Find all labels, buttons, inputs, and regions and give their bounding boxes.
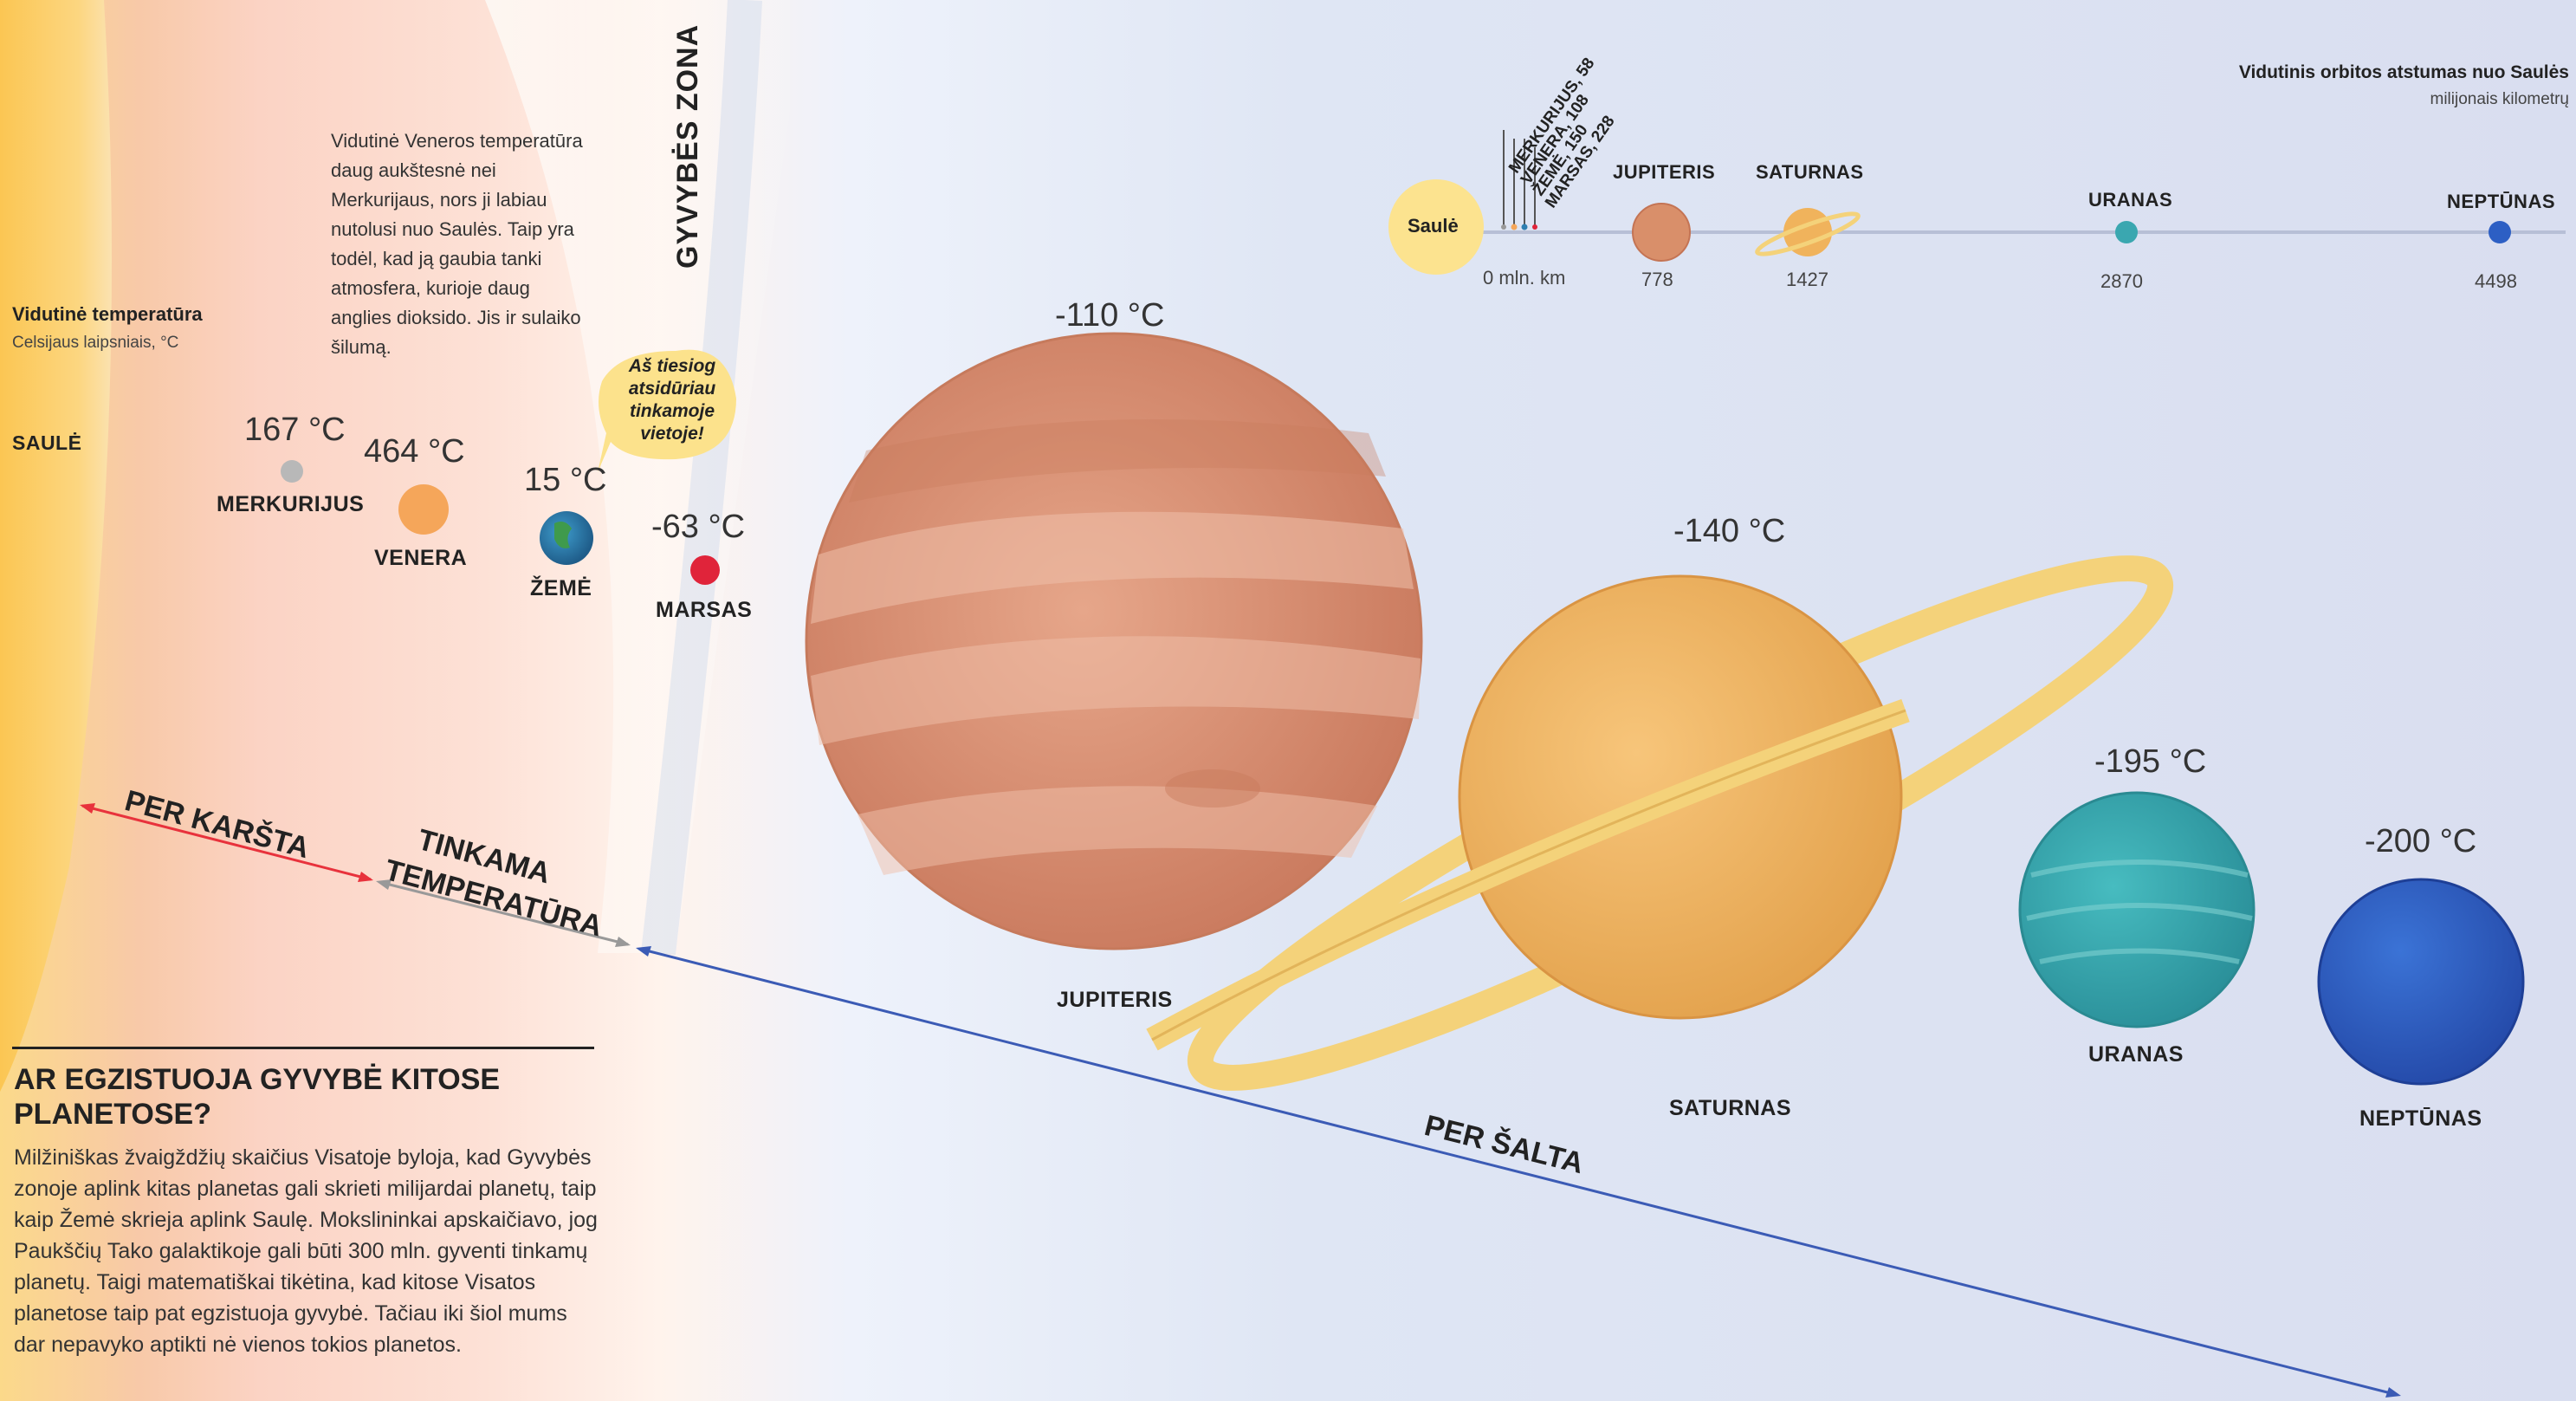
jupiter-temp: -110 °C <box>1055 297 1165 334</box>
earth-label: ŽEMĖ <box>530 576 592 600</box>
orbit-subtitle: milijonais kilometrų <box>2430 90 2570 108</box>
mars-label: MARSAS <box>656 598 753 622</box>
orbit-neptune-distance: 4498 <box>2475 270 2517 292</box>
orbit-origin-label: 0 mln. km <box>1483 267 1566 289</box>
orbit-uranus-distance: 2870 <box>2100 270 2143 292</box>
mercury-temp: 167 °C <box>244 412 346 448</box>
uranus-temp: -195 °C <box>2094 743 2207 780</box>
habitable-zone-label: GYVYBĖS ZONA <box>671 23 704 269</box>
too-hot-arrow <box>80 803 373 882</box>
saturn-temp: -140 °C <box>1673 513 1786 549</box>
life-title: AR EGZISTUOJA GYVYBĖ KITOSE PLANETOSE? <box>14 1063 501 1131</box>
avg-temp-title: Vidutinė temperatūra <box>12 303 203 325</box>
orbit-jupiter-label: JUPITERIS <box>1613 161 1716 183</box>
orbit-neptune-label: NEPTŪNAS <box>2447 191 2556 212</box>
jupiter-planet <box>805 332 1423 950</box>
mercury-label: MERKURIJUS <box>217 492 365 516</box>
orbit-neptune <box>2489 221 2511 243</box>
suitable-arrow <box>376 879 631 947</box>
venus-note: Vidutinė Veneros temperatūra daug aukšte… <box>331 130 583 358</box>
saturn-label: SATURNAS <box>1669 1096 1792 1120</box>
neptune-planet <box>2317 878 2525 1086</box>
orbit-scale <box>1388 130 2566 275</box>
too-cold-arrow <box>636 946 2401 1398</box>
mars-planet <box>690 555 720 585</box>
venus-temp: 464 °C <box>364 433 465 470</box>
jupiter-label: JUPITERIS <box>1057 988 1173 1012</box>
orbit-uranus-label: URANAS <box>2088 189 2173 211</box>
orbit-title: Vidutinis orbitos atstumas nuo Saulės <box>2238 62 2569 82</box>
venus-label: VENERA <box>374 546 468 570</box>
uranus-label: URANAS <box>2088 1042 2184 1067</box>
neptune-temp: -200 °C <box>2365 823 2477 859</box>
sun-label: SAULĖ <box>12 431 82 454</box>
uranus-planet <box>2018 791 2256 1028</box>
saturn-planet <box>1146 555 2174 1091</box>
orbit-uranus <box>2115 221 2138 243</box>
earth-speech-bubble <box>598 349 736 472</box>
mercury-planet <box>281 460 303 483</box>
mars-temp: -63 °C <box>651 509 746 545</box>
earth-bubble-text: Aš tiesiog atsidūriau tinkamoje vietoje! <box>628 356 716 444</box>
avg-temp-subtitle: Celsijaus laipsniais, °C <box>12 334 179 352</box>
earth-temp: 15 °C <box>524 462 607 498</box>
orbit-jupiter-distance: 778 <box>1641 269 1673 290</box>
life-divider <box>12 1047 594 1049</box>
orbit-sun <box>1388 179 1484 275</box>
orbit-sun-label: Saulė <box>1408 215 1459 237</box>
orbit-jupiter <box>1632 203 1691 262</box>
sun-body <box>0 0 112 1092</box>
venus-planet <box>398 484 449 535</box>
habitable-zone-band <box>485 0 806 953</box>
orbit-saturn-label: SATURNAS <box>1756 161 1864 183</box>
orbit-saturn-distance: 1427 <box>1786 269 1828 290</box>
neptune-label: NEPTŪNAS <box>2359 1106 2482 1131</box>
life-text: Milžiniškas žvaigždžių skaičius Visatoje… <box>14 1145 598 1357</box>
